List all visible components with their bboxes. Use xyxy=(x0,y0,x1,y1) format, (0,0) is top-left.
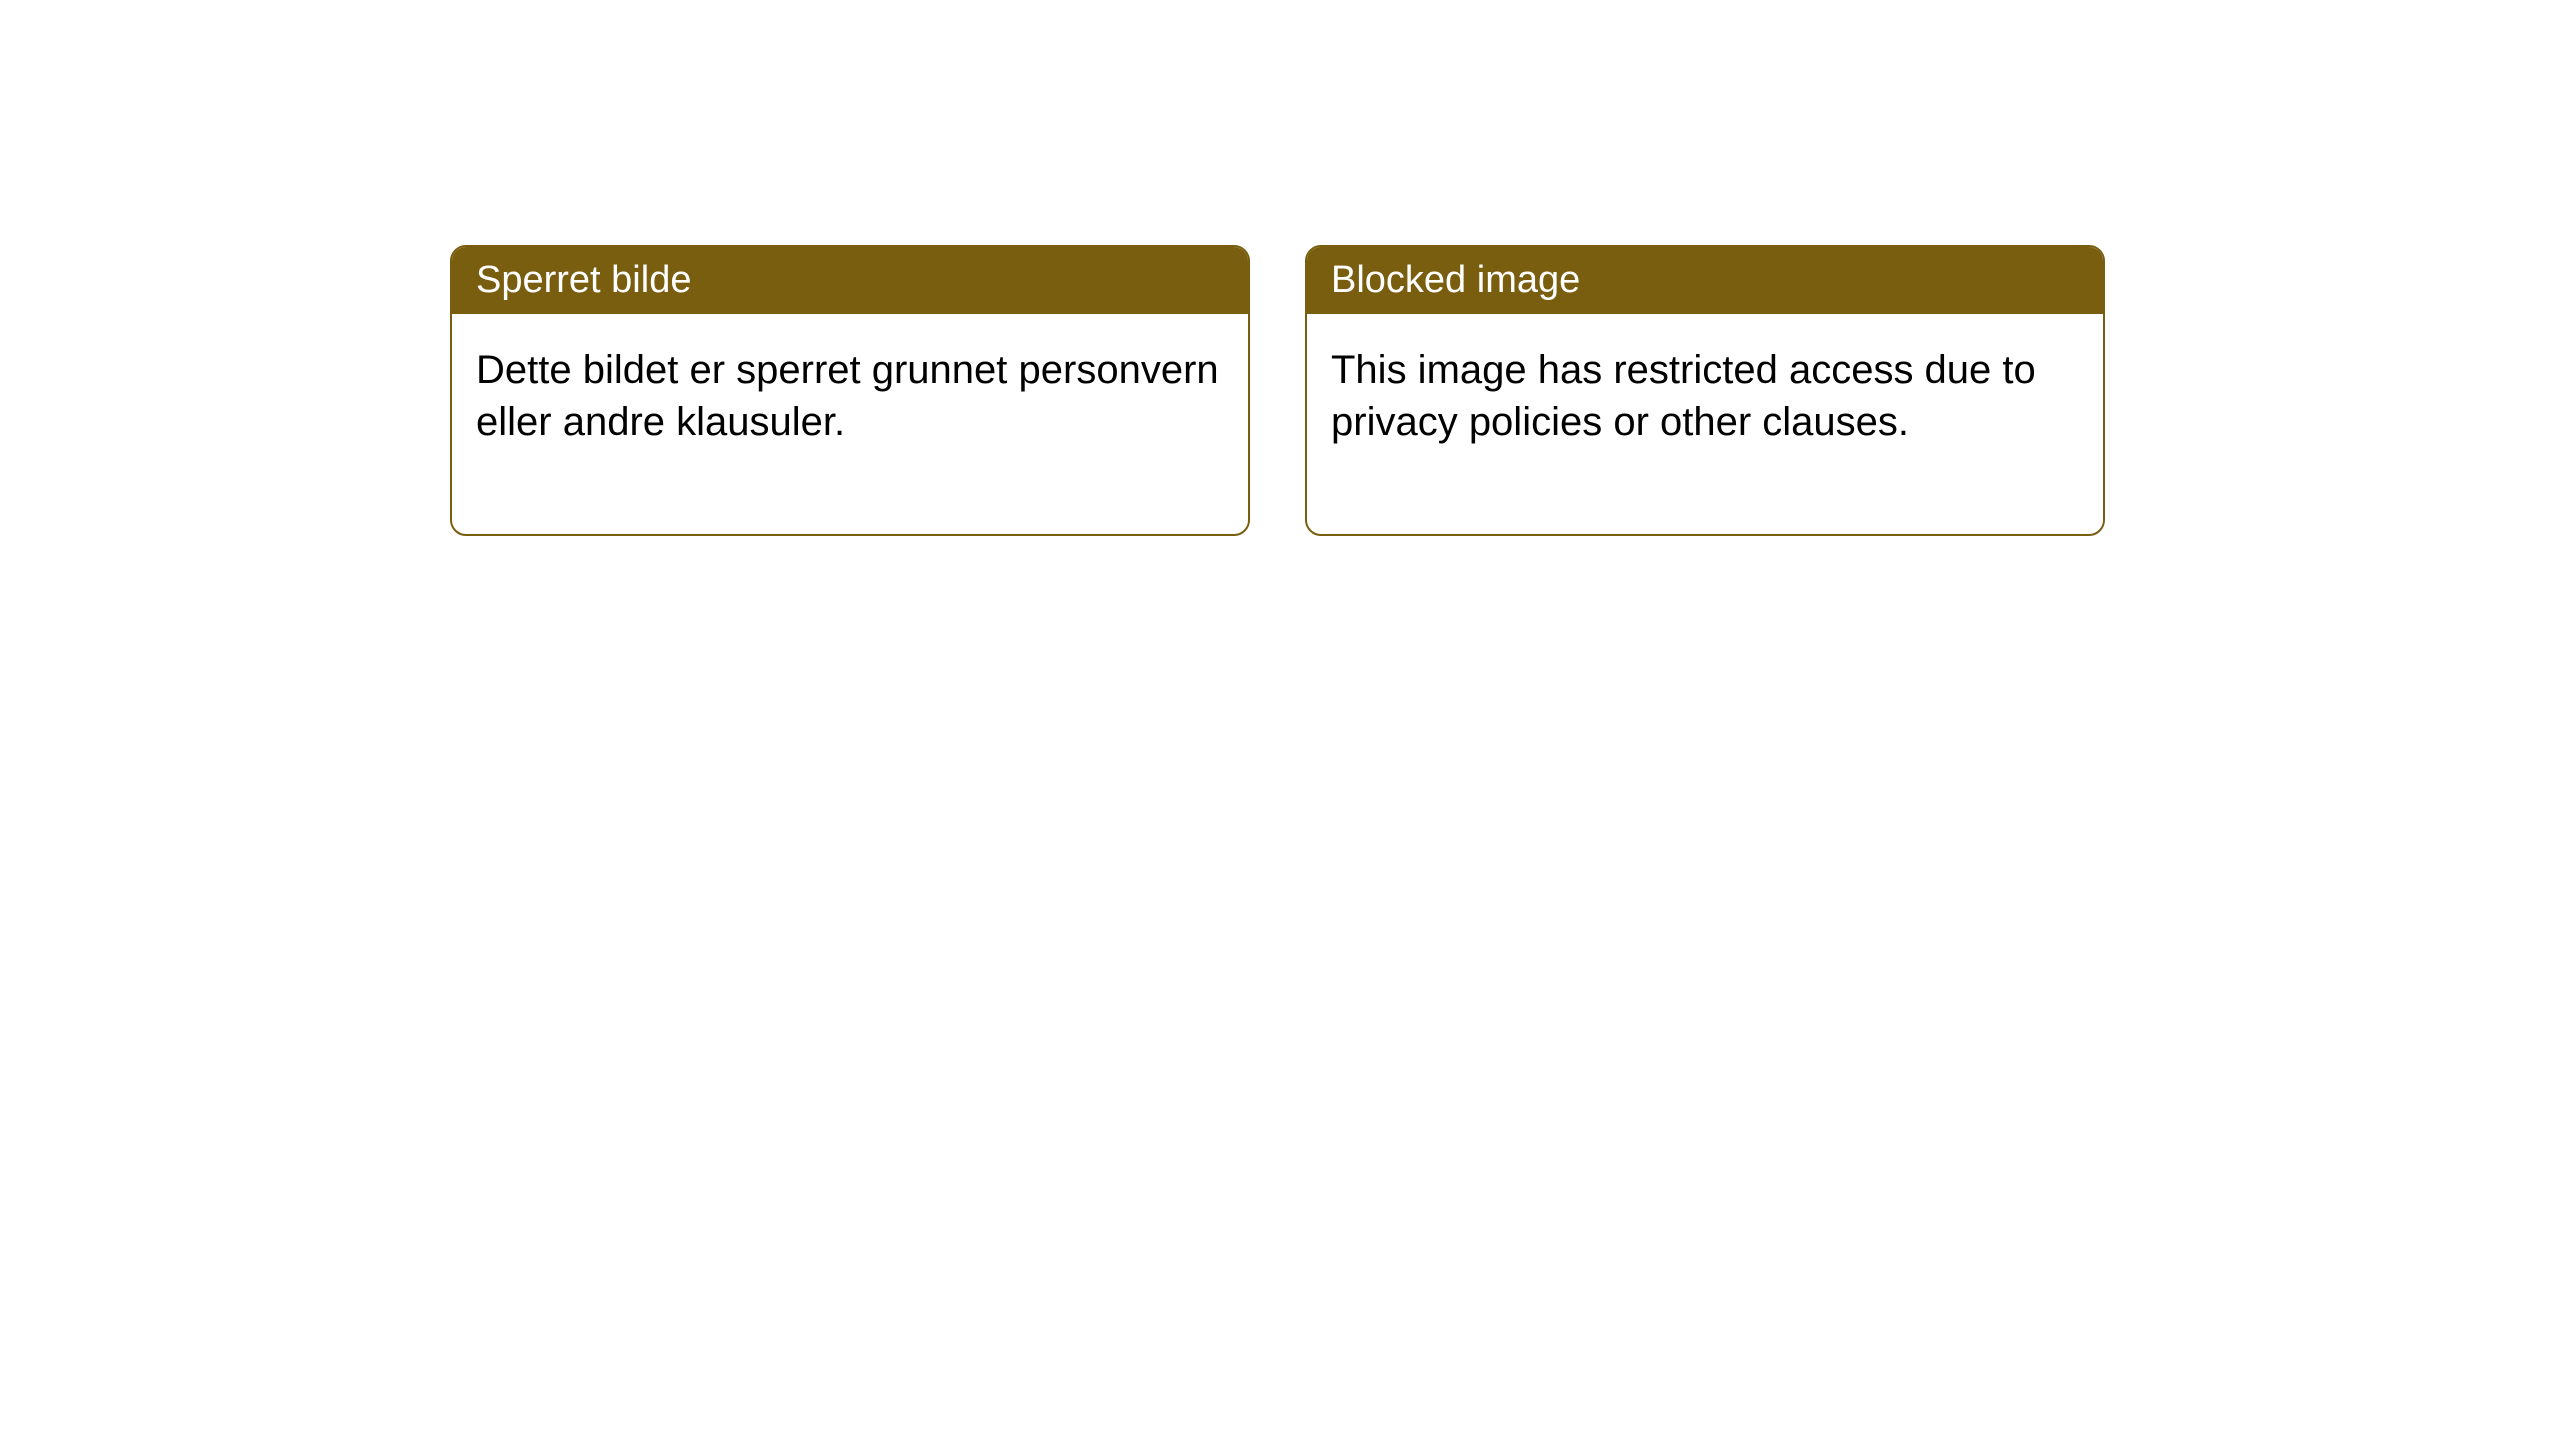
notice-header: Sperret bilde xyxy=(452,247,1248,314)
notice-card-english: Blocked image This image has restricted … xyxy=(1305,245,2105,536)
notice-title: Sperret bilde xyxy=(476,259,691,301)
notice-body-text: This image has restricted access due to … xyxy=(1331,348,2036,444)
notice-header: Blocked image xyxy=(1307,247,2103,314)
notice-title: Blocked image xyxy=(1331,259,1580,301)
notice-body: This image has restricted access due to … xyxy=(1307,314,2103,534)
notice-body: Dette bildet er sperret grunnet personve… xyxy=(452,314,1248,534)
notice-card-norwegian: Sperret bilde Dette bildet er sperret gr… xyxy=(450,245,1250,536)
notice-body-text: Dette bildet er sperret grunnet personve… xyxy=(476,348,1219,444)
notice-container: Sperret bilde Dette bildet er sperret gr… xyxy=(450,245,2105,536)
